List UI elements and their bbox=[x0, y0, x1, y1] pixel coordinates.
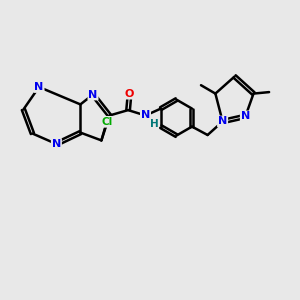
Text: N: N bbox=[52, 139, 61, 149]
Text: N: N bbox=[141, 110, 150, 121]
Text: Cl: Cl bbox=[101, 117, 112, 127]
Text: N: N bbox=[218, 116, 227, 127]
Text: H: H bbox=[149, 119, 158, 130]
Text: N: N bbox=[34, 82, 43, 92]
Text: O: O bbox=[125, 88, 134, 99]
Text: N: N bbox=[241, 111, 250, 122]
Text: N: N bbox=[88, 89, 98, 100]
